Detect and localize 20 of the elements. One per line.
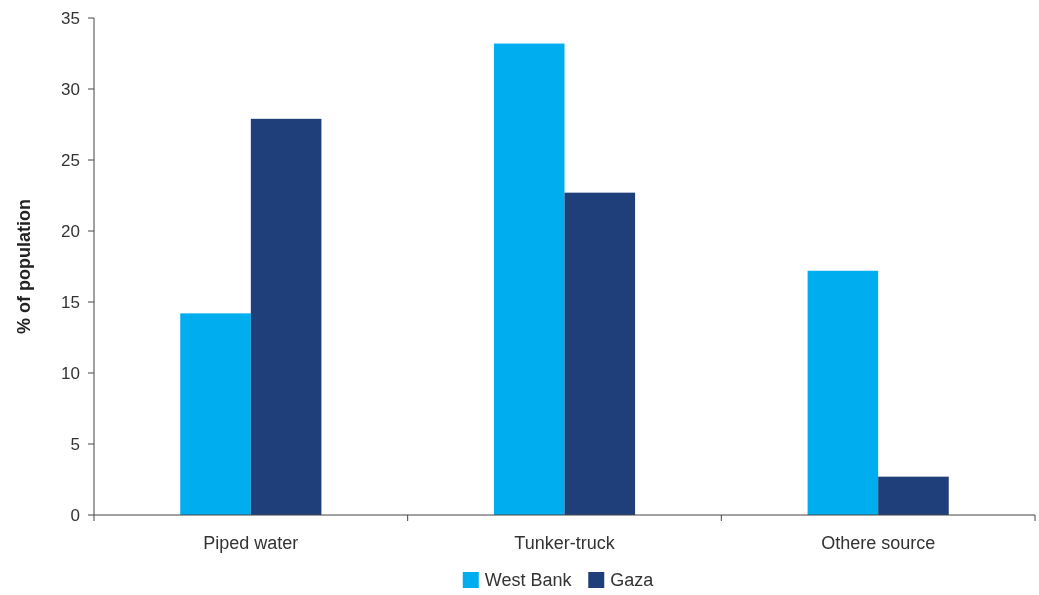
y-tick-label: 35 (61, 8, 80, 28)
legend-label: Gaza (610, 570, 655, 591)
y-axis-title: % of population (14, 199, 34, 334)
y-tick-label: 5 (70, 434, 80, 454)
y-tick-label: 20 (61, 221, 80, 241)
y-tick-label: 0 (70, 505, 80, 525)
bar (807, 270, 879, 515)
y-tick-label: 15 (61, 292, 80, 312)
bar (878, 476, 949, 515)
bar (180, 313, 251, 515)
bar (250, 118, 322, 515)
bar (493, 43, 565, 515)
legend-label: West Bank (484, 570, 573, 591)
bar (564, 192, 636, 515)
y-tick-label: 10 (61, 363, 80, 383)
y-tick-label: 25 (61, 150, 80, 170)
y-tick-label: 30 (61, 79, 80, 99)
x-tick-label: Piped water (203, 533, 299, 553)
x-tick-label: Othere source (821, 533, 936, 553)
x-tick-label: Tunker-truck (514, 533, 616, 553)
